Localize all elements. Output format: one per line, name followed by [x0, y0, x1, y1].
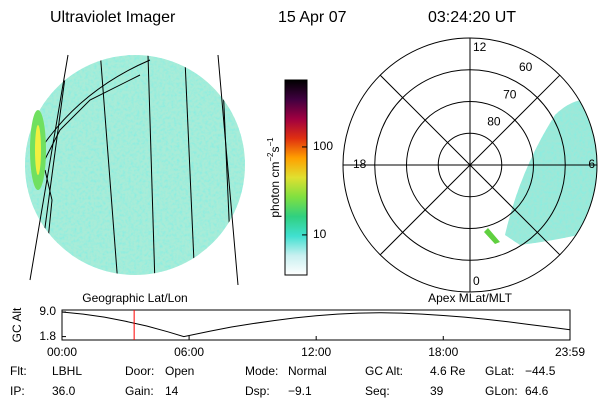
field-value: −44.5 [525, 364, 556, 378]
field-value: −9.1 [288, 384, 312, 398]
lat-ring [437, 132, 503, 198]
colorbar-tick-label: 10 [313, 227, 327, 241]
field-label: Seq: [365, 384, 390, 398]
field-value: Normal [288, 364, 327, 378]
field-value: 64.6 [525, 384, 549, 398]
mlt-label: 18 [353, 157, 367, 171]
y-tick-label: 1.8 [39, 329, 56, 343]
x-tick-label: 00:00 [47, 345, 77, 359]
label-part: −1 [266, 137, 275, 147]
field-label: Door: [125, 364, 154, 378]
plot-frame [61, 309, 571, 341]
colorbar: 10 100 photon cm−2s−1 [266, 79, 333, 276]
right-caption: Apex MLat/MLT [428, 291, 512, 305]
globe-image [25, 54, 245, 286]
field-label: Gain: [125, 384, 154, 398]
field-label: Dsp: [245, 384, 270, 398]
altitude-line [61, 311, 571, 338]
lat-label: 80 [487, 115, 501, 129]
x-tick-label: 18:00 [428, 345, 458, 359]
aurora-image [484, 99, 597, 245]
footer: Flt: LBHL Door: Open Mode: Normal GC Alt: 4.6 R… [10, 364, 556, 398]
lat-ring [374, 69, 566, 261]
label-part: s [268, 146, 282, 152]
field-label: GLat: [485, 364, 514, 378]
y-label: GC Alt [10, 307, 24, 342]
field-label: GC Alt: [365, 364, 403, 378]
mlt-label: 12 [473, 40, 487, 54]
lat-label: 70 [503, 87, 517, 101]
x-tick-label: 23:59 [555, 345, 585, 359]
mlt-label: 6 [588, 157, 595, 171]
mlt-label: 0 [473, 274, 480, 288]
field-value: 14 [165, 384, 179, 398]
x-tick-label: 06:00 [174, 345, 204, 359]
colorbar-tick-label: 100 [313, 139, 333, 153]
colorbar-label: photon cm−2s−1 [266, 137, 282, 218]
label-part: −2 [266, 152, 275, 162]
y-tick-label: 9.0 [39, 304, 56, 318]
title: Ultraviolet Imager [50, 9, 176, 26]
field-label: GLon: [485, 384, 518, 398]
date: 15 Apr 07 [278, 9, 347, 26]
x-tick-label: 12:00 [301, 345, 331, 359]
colorbar-fill [284, 79, 308, 276]
altitude-plot: GC Alt 1.8 9.0 00:00 06:00 12:00 18:00 23:59 [10, 304, 585, 359]
field-value: LBHL [52, 364, 82, 378]
field-label: IP: [10, 384, 25, 398]
label-part: photon cm [268, 162, 282, 218]
lat-label: 60 [519, 60, 533, 74]
field-value: 4.6 Re [430, 364, 466, 378]
field-label: Flt: [10, 364, 27, 378]
field-value: 39 [430, 384, 444, 398]
time: 03:24:20 UT [428, 9, 516, 26]
field-value: 36.0 [52, 384, 76, 398]
field-value: Open [165, 364, 194, 378]
field-label: Mode: [245, 364, 278, 378]
lat-ring [406, 101, 534, 229]
left-caption: Geographic Lat/Lon [82, 291, 187, 305]
